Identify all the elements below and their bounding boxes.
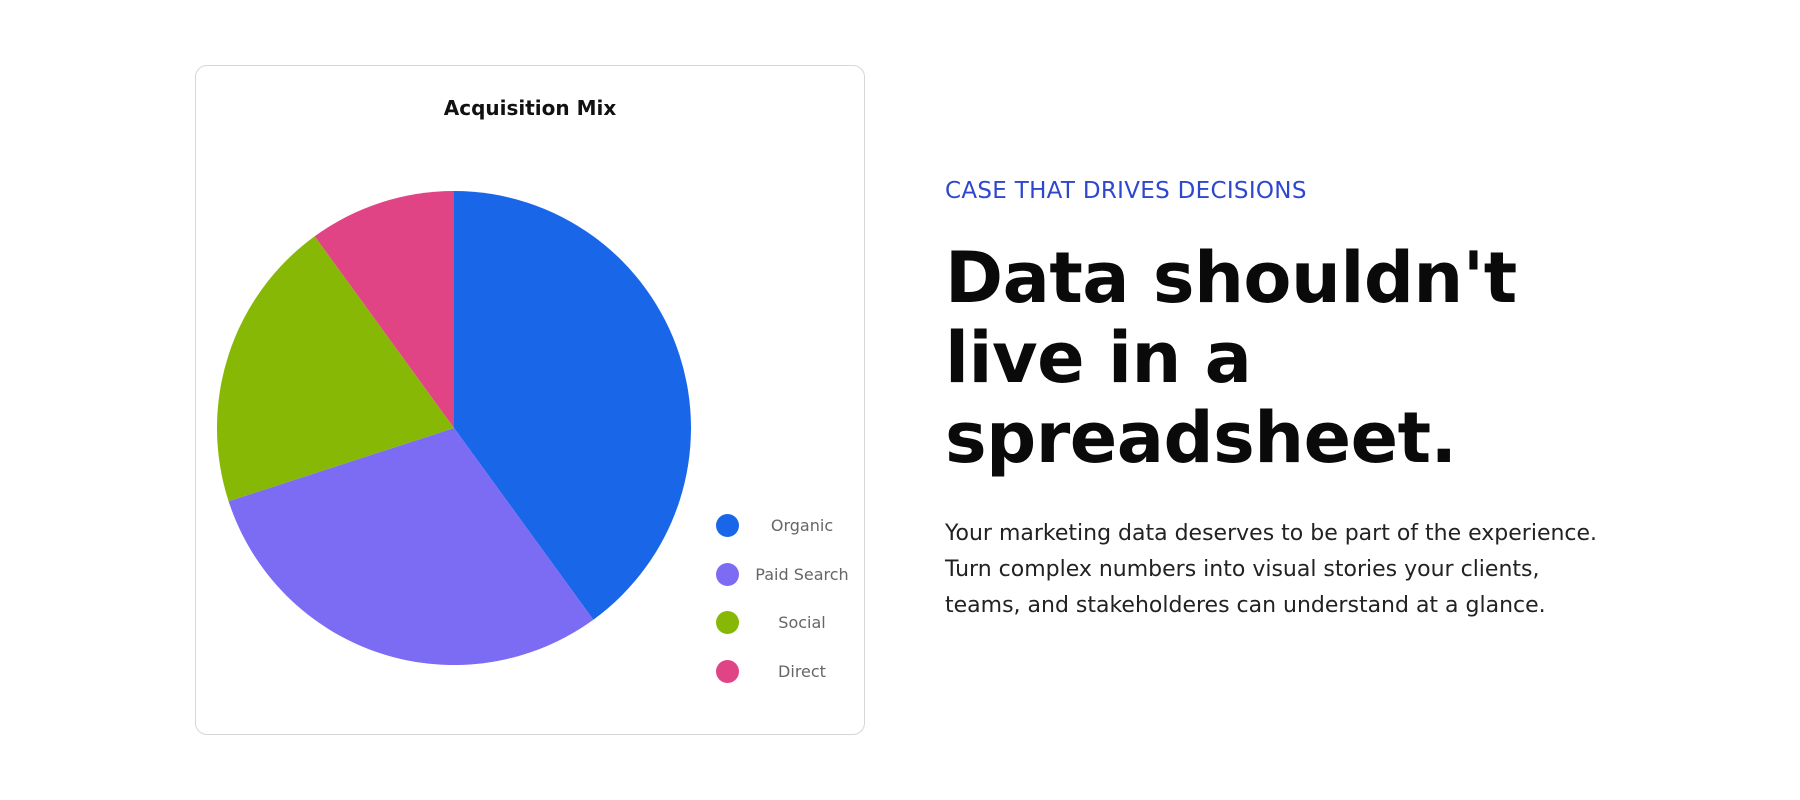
pie-slice-organic[interactable]: [454, 191, 691, 620]
legend-label-direct: Direct: [778, 661, 826, 681]
legend-item-paid-search[interactable]: Paid Search: [716, 562, 856, 612]
legend-item-social[interactable]: Social: [716, 611, 856, 660]
legend-label-social: Social: [778, 613, 826, 633]
hero-copy: CASE THAT DRIVES DECISIONS Data shouldn'…: [945, 178, 1665, 624]
legend-swatch-organic: [716, 514, 739, 537]
pie-slice-paid-search[interactable]: [228, 428, 594, 665]
eyebrow-label: CASE THAT DRIVES DECISIONS: [945, 178, 1307, 204]
legend-swatch-social: [716, 611, 739, 635]
legend-label-paid-search: Paid Search: [755, 564, 849, 584]
chart-legend: Organic Paid Search Social Direct: [716, 514, 856, 708]
legend-item-organic[interactable]: Organic: [716, 514, 856, 563]
chart-title: Acquisition Mix: [443, 96, 617, 120]
legend-swatch-direct: [716, 659, 739, 683]
pie-slice-social[interactable]: [216, 236, 454, 502]
pie-chart: [216, 191, 691, 665]
chart-card: Acquisition Mix Organic Paid Search Soci…: [195, 65, 865, 735]
pie-slice-direct[interactable]: [314, 191, 454, 428]
body-text: Your marketing data deserves to be part …: [945, 521, 1598, 618]
headline: Data shouldn't live in a spreadsheet.: [945, 237, 1517, 479]
legend-label-organic: Organic: [770, 516, 834, 535]
legend-swatch-paid-search: [716, 562, 739, 586]
legend-item-direct[interactable]: Direct: [716, 659, 856, 709]
